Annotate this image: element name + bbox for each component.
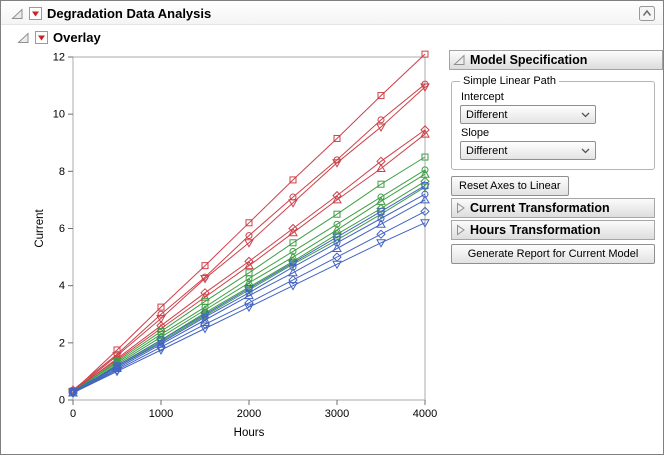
disclosure-open-icon[interactable]: [453, 54, 466, 66]
svg-text:8: 8: [59, 166, 65, 178]
report-outline-header: Degradation Data Analysis: [1, 1, 663, 25]
svg-text:12: 12: [53, 52, 65, 64]
intercept-dropdown[interactable]: Different: [460, 105, 596, 124]
svg-text:6: 6: [59, 223, 65, 235]
red-triangle-menu-icon[interactable]: [35, 31, 48, 44]
hours-transformation-section[interactable]: Hours Transformation: [451, 220, 655, 240]
intercept-dropdown-value: Different: [466, 108, 508, 121]
reset-axes-button[interactable]: Reset Axes to Linear: [451, 176, 569, 196]
svg-text:2000: 2000: [237, 408, 261, 420]
model-specification-title: Model Specification: [470, 53, 588, 67]
group-title: Simple Linear Path: [463, 75, 556, 87]
report-body: 0 1000 2000 3000 4000 0 2 4 6 8 10 12 Hours Current M…: [1, 48, 663, 447]
chevron-down-icon: [581, 112, 590, 118]
current-transformation-label: Current Transformation: [470, 201, 610, 215]
model-specification-panel: Model Specification Simple Linear Path I…: [449, 50, 663, 264]
simple-linear-path-group: Simple Linear Path Intercept Different S…: [451, 75, 655, 170]
overlay-plot[interactable]: 0 1000 2000 3000 4000 0 2 4 6 8 10 12 Hours Current: [31, 50, 441, 442]
chevron-down-icon: [581, 148, 590, 154]
model-specification-header[interactable]: Model Specification: [449, 50, 663, 70]
overlay-title: Overlay: [53, 30, 101, 45]
disclosure-open-icon[interactable]: [17, 31, 30, 44]
current-transformation-section[interactable]: Current Transformation: [451, 198, 655, 218]
svg-text:3000: 3000: [325, 408, 349, 420]
overlay-outline-header: Overlay: [1, 25, 663, 48]
svg-text:4: 4: [59, 280, 65, 292]
svg-text:2: 2: [59, 337, 65, 349]
disclosure-closed-icon[interactable]: [456, 224, 465, 236]
hours-transformation-label: Hours Transformation: [470, 223, 601, 237]
svg-text:0: 0: [70, 408, 76, 420]
slope-dropdown[interactable]: Different: [460, 141, 596, 160]
slope-dropdown-value: Different: [466, 144, 508, 157]
window-panel-toggle-icon[interactable]: [639, 6, 655, 21]
svg-text:Hours: Hours: [234, 427, 265, 439]
svg-text:0: 0: [59, 395, 65, 407]
disclosure-open-icon[interactable]: [11, 7, 24, 20]
svg-text:1000: 1000: [149, 408, 173, 420]
generate-report-button[interactable]: Generate Report for Current Model: [451, 244, 655, 264]
svg-text:10: 10: [53, 109, 65, 121]
disclosure-closed-icon[interactable]: [456, 202, 465, 214]
svg-text:4000: 4000: [413, 408, 437, 420]
report-title: Degradation Data Analysis: [47, 6, 212, 21]
svg-text:Current: Current: [34, 209, 46, 248]
intercept-label: Intercept: [461, 91, 504, 103]
slope-label: Slope: [461, 127, 490, 139]
overlay-chart-container: 0 1000 2000 3000 4000 0 2 4 6 8 10 12 Hours Current: [31, 50, 443, 447]
red-triangle-menu-icon[interactable]: [29, 7, 42, 20]
